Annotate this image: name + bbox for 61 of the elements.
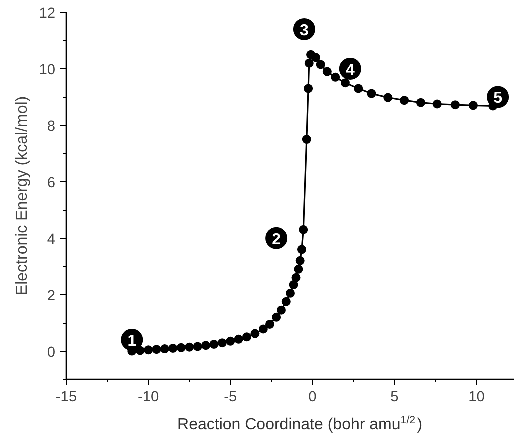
point: [322, 67, 332, 76]
annotation: 5: [494, 90, 503, 108]
y-tick-label: 8: [47, 118, 56, 135]
point: [468, 101, 478, 110]
point: [450, 100, 460, 110]
point: [152, 345, 162, 354]
point: [316, 60, 326, 70]
point: [304, 58, 314, 68]
point: [340, 78, 350, 88]
annotation: 3: [300, 22, 309, 40]
point: [250, 329, 260, 338]
point: [201, 341, 210, 350]
y-tick-label: 2: [47, 288, 56, 304]
point: [258, 324, 268, 334]
annotation: 2: [272, 231, 282, 248]
point: [160, 344, 170, 354]
point: [400, 96, 410, 106]
point: [210, 340, 219, 349]
point: [168, 344, 178, 353]
point: [289, 280, 298, 290]
y-tick-label: 12: [39, 6, 56, 22]
point: [304, 84, 314, 94]
point: [297, 245, 306, 254]
point: [367, 89, 376, 98]
point: [282, 297, 291, 306]
point: [226, 336, 236, 346]
y-tick-label: 6: [47, 175, 56, 192]
point: [299, 225, 308, 234]
point: [193, 342, 202, 352]
point: [218, 338, 227, 348]
x-tick-label: -10: [138, 390, 160, 406]
point: [286, 288, 295, 298]
x-tick-label: 0: [308, 390, 317, 406]
point: [294, 264, 304, 274]
point: [265, 320, 274, 329]
point: [276, 306, 286, 315]
point: [296, 256, 305, 266]
point: [384, 93, 393, 102]
point: [302, 135, 312, 144]
annotation: 1: [128, 332, 137, 350]
point: [272, 312, 282, 322]
point: [311, 53, 320, 62]
point: [331, 72, 340, 82]
y-tick-label: 0: [47, 344, 56, 361]
point: [354, 84, 364, 94]
y-tick-label: 10: [39, 62, 56, 78]
point: [292, 273, 301, 282]
x-tick-label: 5: [390, 390, 399, 406]
point: [432, 100, 442, 109]
point: [185, 342, 194, 352]
point: [176, 343, 186, 352]
y-axis-title: Electronic Energy (kcal/mol): [14, 96, 32, 296]
x-tick-label: 10: [468, 390, 485, 406]
x-tick-label: -5: [224, 390, 238, 406]
annotation: 4: [346, 62, 355, 79]
x-tick-label: -15: [56, 390, 78, 406]
point: [144, 346, 154, 355]
point: [416, 98, 426, 108]
point: [242, 332, 252, 342]
point: [234, 334, 244, 344]
y-tick-label: 4: [47, 232, 56, 248]
